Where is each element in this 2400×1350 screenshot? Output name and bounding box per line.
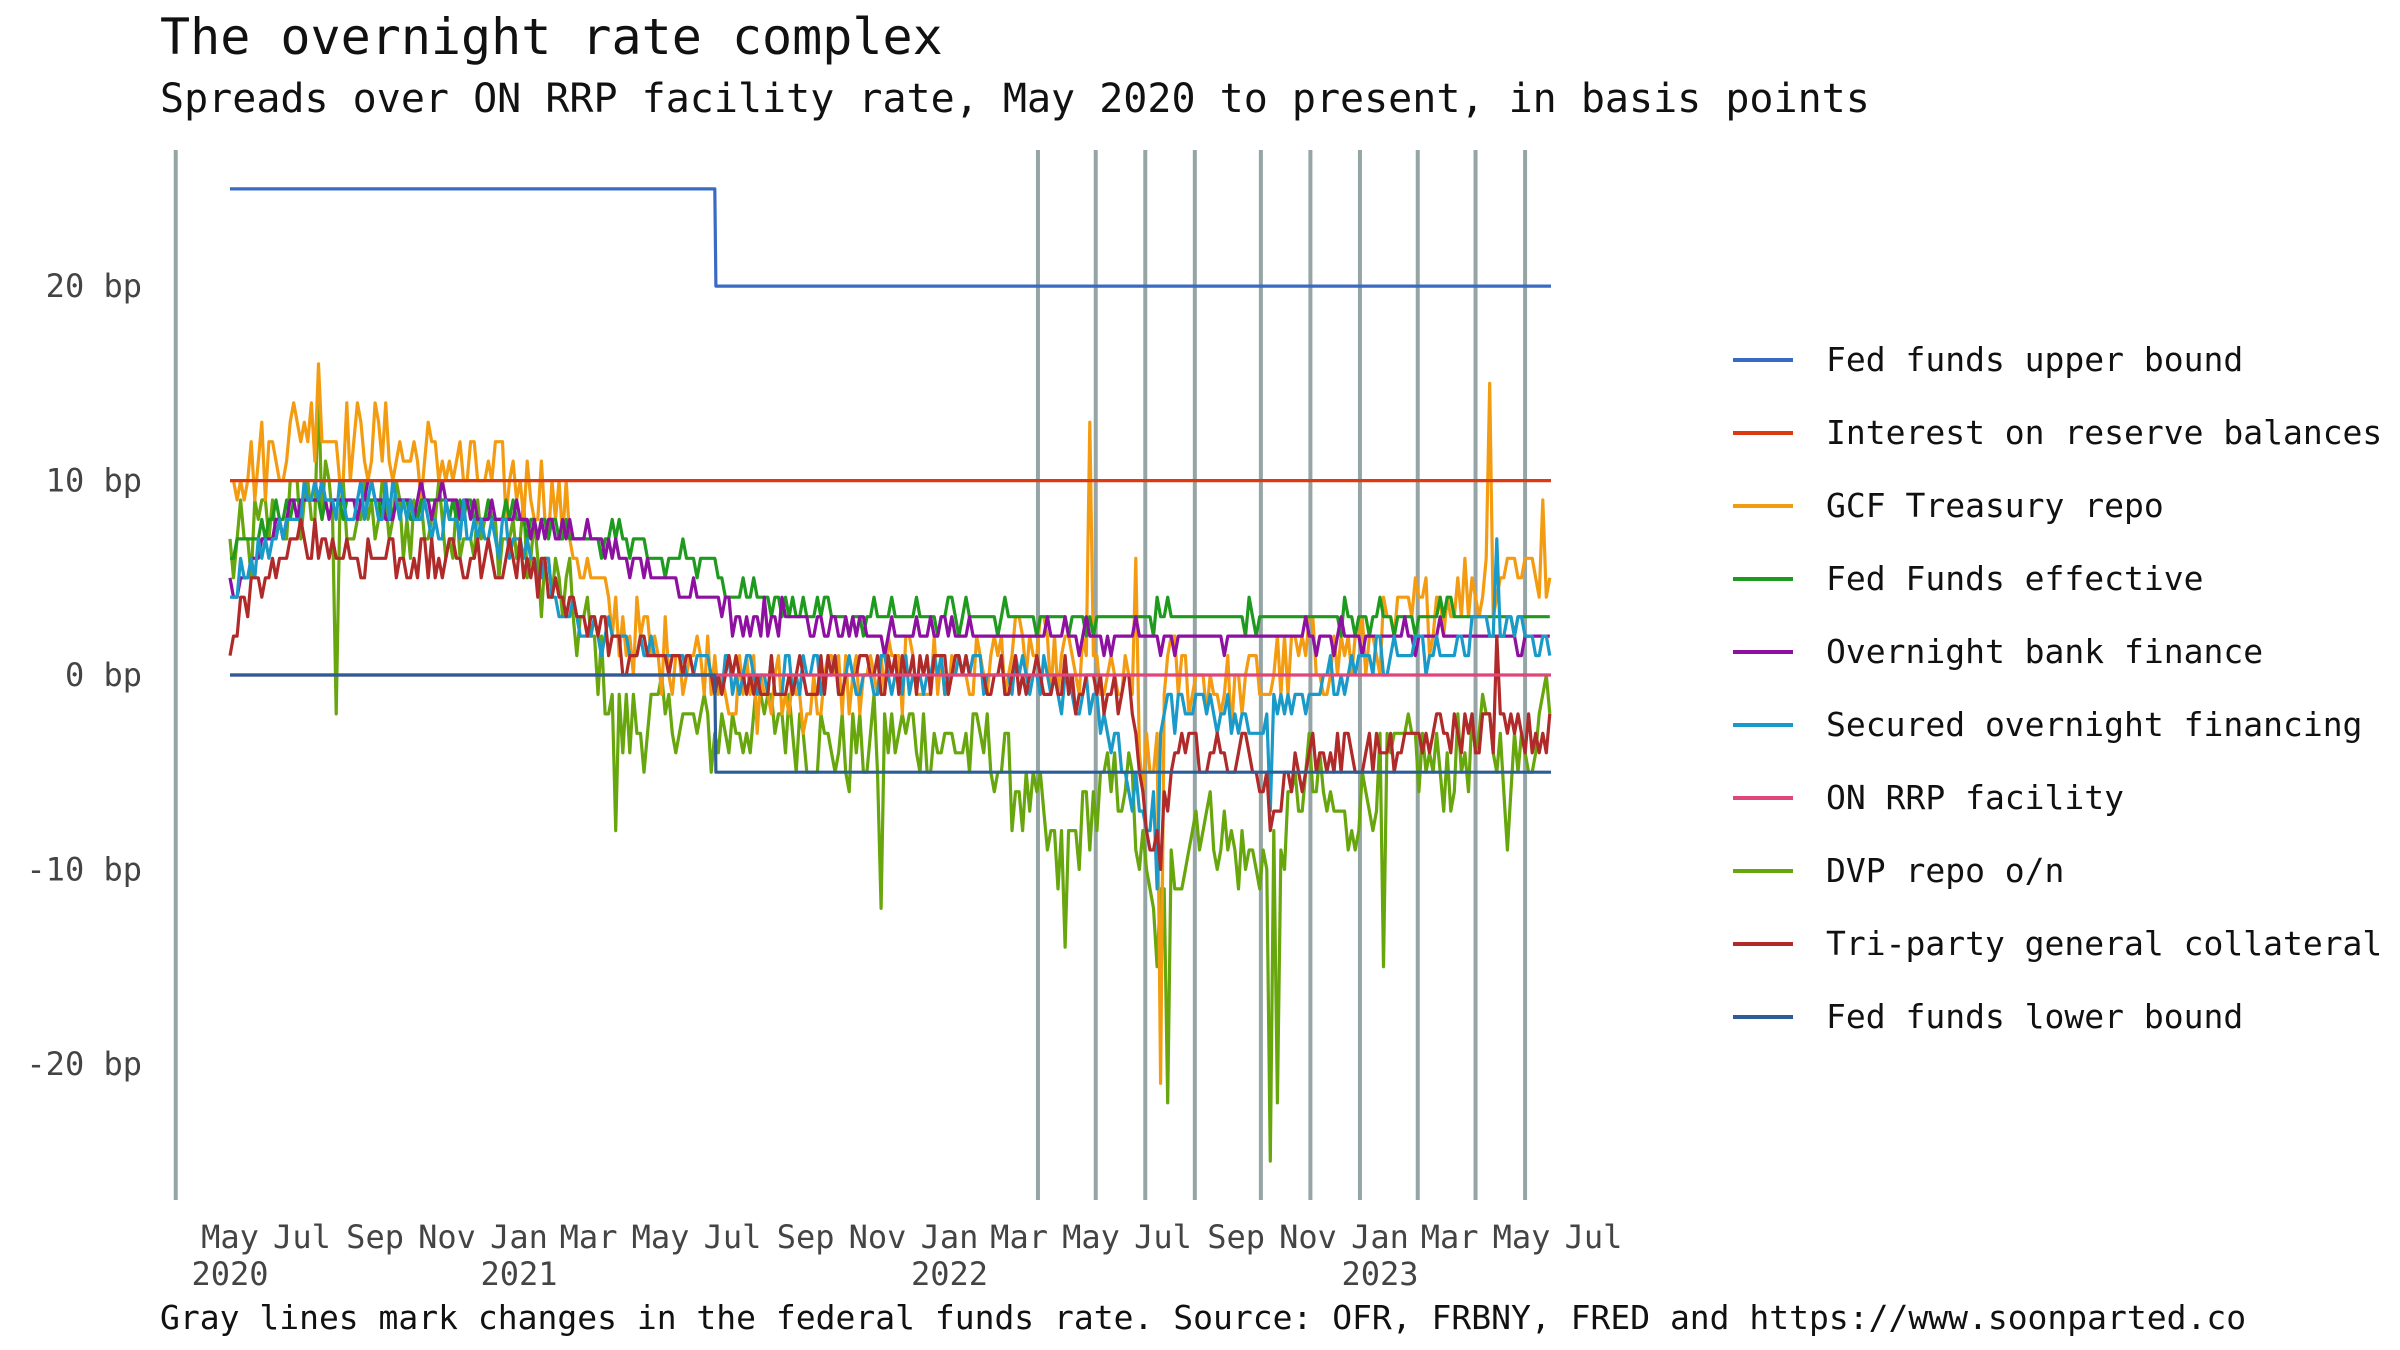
series-line bbox=[230, 479, 1552, 891]
x-tick-label: Sep bbox=[777, 1218, 835, 1256]
x-tick-label: Mar bbox=[1421, 1218, 1479, 1256]
x-tick-label: Sep bbox=[346, 1218, 404, 1256]
x-tick-label: Jul bbox=[1134, 1218, 1192, 1256]
x-tick-label: Mar bbox=[990, 1218, 1048, 1256]
series-lines bbox=[228, 187, 1552, 1163]
chart-caption: Gray lines mark changes in the federal f… bbox=[160, 1298, 2247, 1337]
x-tick-label: Nov bbox=[1279, 1218, 1337, 1256]
x-tick-label: Nov bbox=[418, 1218, 476, 1256]
legend-label: Interest on reserve balances bbox=[1826, 413, 2382, 452]
series-line bbox=[230, 362, 1552, 1085]
x-tick-label: Jul bbox=[704, 1218, 762, 1256]
legend-label: Fed Funds effective bbox=[1826, 559, 2204, 598]
legend: Fed funds upper bound Interest on reserve… bbox=[1733, 340, 2382, 1036]
x-tick-label: Mar bbox=[560, 1218, 618, 1256]
x-year-label: 2020 bbox=[191, 1255, 268, 1293]
x-tick-label: Jan bbox=[921, 1218, 979, 1256]
y-tick-label: -20 bp bbox=[26, 1045, 142, 1083]
x-tick-label: Sep bbox=[1207, 1218, 1265, 1256]
x-tick-label: May bbox=[1493, 1218, 1551, 1256]
x-tick-label: Jan bbox=[1351, 1218, 1409, 1256]
legend-label: ON RRP facility bbox=[1826, 778, 2124, 817]
legend-label: Secured overnight financing bbox=[1826, 705, 2362, 744]
x-tick-label: Jul bbox=[1565, 1218, 1623, 1256]
series-line bbox=[228, 479, 1550, 658]
y-tick-label: 0 bp bbox=[65, 656, 142, 694]
y-tick-label: 20 bp bbox=[46, 267, 142, 305]
x-tick-label: Nov bbox=[849, 1218, 907, 1256]
legend-label: GCF Treasury repo bbox=[1826, 486, 2164, 525]
legend-label: Fed funds upper bound bbox=[1826, 340, 2243, 379]
series-line bbox=[230, 187, 1551, 288]
x-tick-label: May bbox=[1062, 1218, 1120, 1256]
legend-label: Tri-party general collateral bbox=[1826, 924, 2382, 963]
x-year-label: 2021 bbox=[480, 1255, 557, 1293]
x-tick-label: May bbox=[632, 1218, 690, 1256]
x-year-label: 2022 bbox=[911, 1255, 988, 1293]
x-year-label: 2023 bbox=[1341, 1255, 1418, 1293]
series-line bbox=[228, 517, 1552, 871]
chart-title: The overnight rate complex bbox=[160, 8, 943, 66]
series-line bbox=[230, 673, 1551, 774]
y-tick-label: -10 bp bbox=[26, 850, 142, 888]
y-axis: 20 bp 10 bp 0 bp -10 bp -20 bp bbox=[26, 267, 142, 1083]
chart-subtitle: Spreads over ON RRP facility rate, May 2… bbox=[160, 76, 1870, 122]
legend-label: Overnight bank finance bbox=[1826, 632, 2263, 671]
x-tick-label: Jan bbox=[490, 1218, 548, 1256]
y-tick-label: 10 bp bbox=[46, 462, 142, 500]
x-tick-label: Jul bbox=[273, 1218, 331, 1256]
x-tick-label: May bbox=[201, 1218, 259, 1256]
legend-label: DVP repo o/n bbox=[1826, 851, 2064, 890]
legend-label: Fed funds lower bound bbox=[1826, 997, 2243, 1036]
